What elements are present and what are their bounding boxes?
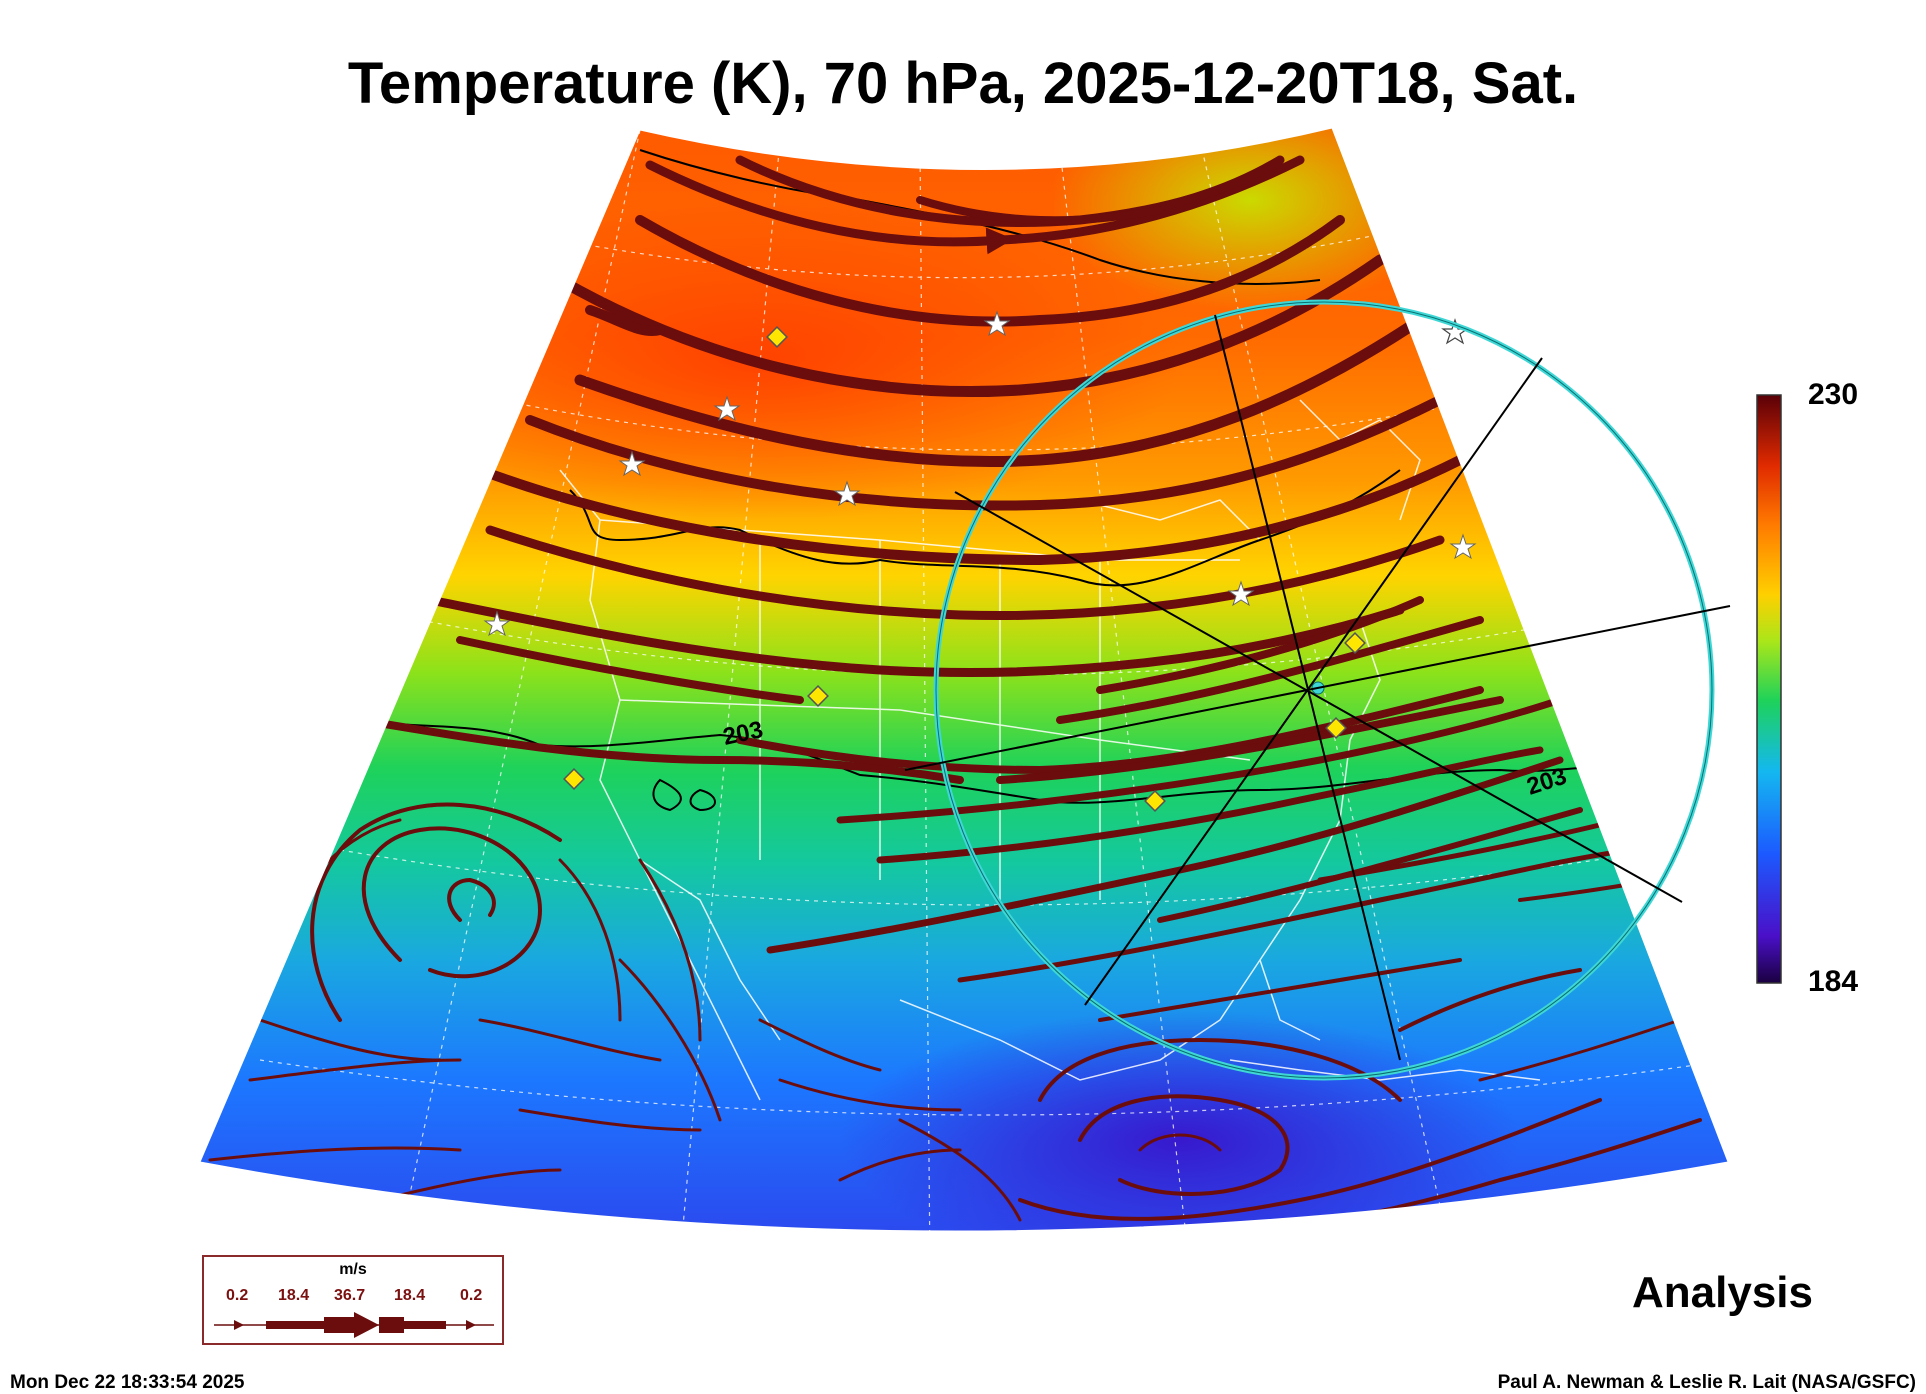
- temperature-field: 203 203: [200, 128, 1728, 1231]
- colorbar: [1756, 394, 1782, 984]
- legend-value: 0.2: [460, 1287, 483, 1304]
- wind-streamlines: [208, 155, 1702, 1231]
- colorbar-max-label: 230: [1808, 378, 1859, 411]
- legend-value: 0.2: [226, 1287, 249, 1304]
- legend-unit: m/s: [339, 1261, 367, 1278]
- colorbar-min-label: 184: [1808, 965, 1859, 998]
- legend-value: 36.7: [334, 1287, 366, 1304]
- legend-arrows: [214, 1312, 494, 1338]
- analysis-label: Analysis: [1632, 1268, 1813, 1317]
- station-markers: [483, 310, 1477, 812]
- legend-value: 18.4: [278, 1287, 310, 1304]
- observation-circle: [933, 299, 1715, 1081]
- legend-value: 18.4: [394, 1287, 426, 1304]
- page-title: Temperature (K), 70 hPa, 2025-12-20T18, …: [347, 51, 1579, 116]
- timestamp: Mon Dec 22 18:33:54 2025: [10, 1372, 245, 1393]
- coastlines: [559, 399, 1541, 1101]
- wind-speed-legend: m/s 0.2 18.4 36.7 18.4 0.2: [202, 1255, 504, 1345]
- map-frame: [199, 127, 1729, 1232]
- credit-line: Paul A. Newman & Leslie R. Lait (NASA/GS…: [1497, 1372, 1916, 1393]
- observation-rays: [904, 314, 1731, 1061]
